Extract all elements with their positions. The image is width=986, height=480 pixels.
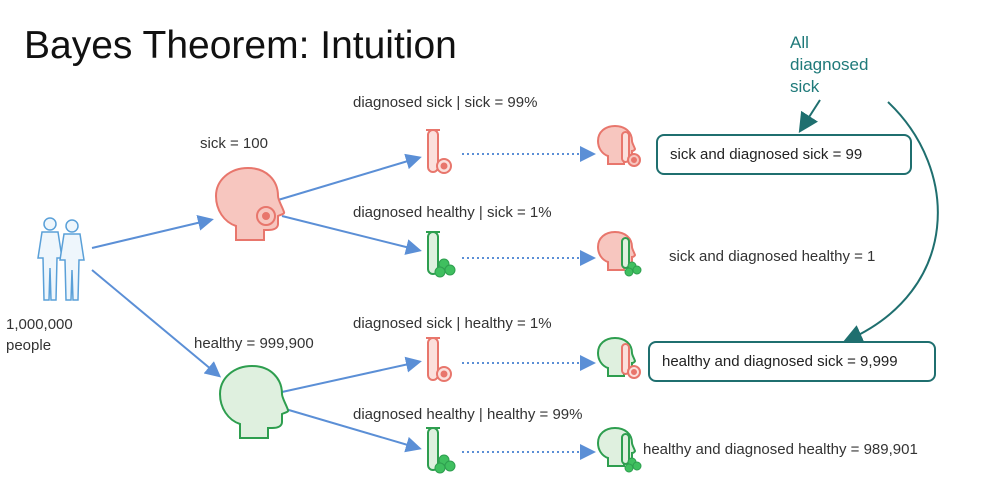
population-label-2: people	[6, 337, 52, 354]
people-icon	[37, 217, 85, 301]
test-tube-sick-icon	[425, 129, 452, 174]
clover-icon	[434, 258, 456, 278]
annotation-arrow-curve	[842, 101, 939, 344]
annotation-line-2: diagnosed	[790, 55, 869, 74]
healthy-head-icon	[219, 365, 290, 439]
arrow-sick-to-diag-healthy	[281, 215, 422, 255]
outcome-head-healthy-diag-healthy-icon	[597, 427, 642, 473]
outcome-sick-diag-sick: sick and diagnosed sick = 99	[670, 146, 863, 163]
clover-icon	[434, 454, 456, 474]
test-tube-sick-icon	[425, 337, 452, 382]
outcome-box-healthy-diag-sick: healthy and diagnosed sick = 9,999	[648, 341, 936, 382]
outcome-head-sick-diag-sick-icon	[597, 125, 641, 167]
gear-icon	[436, 158, 452, 174]
annotation-line-1: All	[790, 33, 809, 52]
arrow-healthy-to-diag-healthy	[281, 407, 422, 453]
arrow-to-sick	[91, 214, 214, 249]
outcome-head-sick-diag-healthy-icon	[597, 231, 642, 277]
conditional-diag-sick-given-healthy: diagnosed sick | healthy = 1%	[353, 315, 552, 332]
sick-count-label: sick = 100	[200, 135, 268, 152]
outcome-box-sick-diag-sick: sick and diagnosed sick = 99	[656, 134, 912, 175]
gear-icon	[436, 366, 452, 382]
arrow-healthy-to-diag-sick	[281, 356, 422, 393]
annotation-all-diagnosed-sick: All diagnosed sick	[790, 32, 868, 98]
test-tube-healthy-icon	[425, 231, 456, 278]
arrow-to-healthy	[91, 269, 222, 378]
outcome-healthy-diag-sick: healthy and diagnosed sick = 9,999	[662, 353, 898, 370]
outcome-healthy-diag-healthy: healthy and diagnosed healthy = 989,901	[643, 441, 918, 458]
annotation-arrow-top	[798, 99, 821, 134]
outcome-sick-diag-healthy: sick and diagnosed healthy = 1	[669, 248, 876, 265]
page-title: Bayes Theorem: Intuition	[24, 24, 457, 67]
test-tube-healthy-icon	[425, 427, 456, 474]
conditional-diag-healthy-given-sick: diagnosed healthy | sick = 1%	[353, 204, 552, 221]
annotation-line-3: sick	[790, 77, 820, 96]
conditional-diag-sick-given-sick: diagnosed sick | sick = 99%	[353, 94, 538, 111]
arrow-sick-to-diag-sick	[277, 153, 422, 201]
healthy-count-label: healthy = 999,900	[194, 335, 314, 352]
population-label-1: 1,000,000	[6, 316, 73, 333]
outcome-head-healthy-diag-sick-icon	[597, 337, 641, 379]
sick-head-icon	[215, 167, 286, 241]
conditional-diag-healthy-given-healthy: diagnosed healthy | healthy = 99%	[353, 406, 583, 423]
gear-icon	[256, 206, 276, 226]
